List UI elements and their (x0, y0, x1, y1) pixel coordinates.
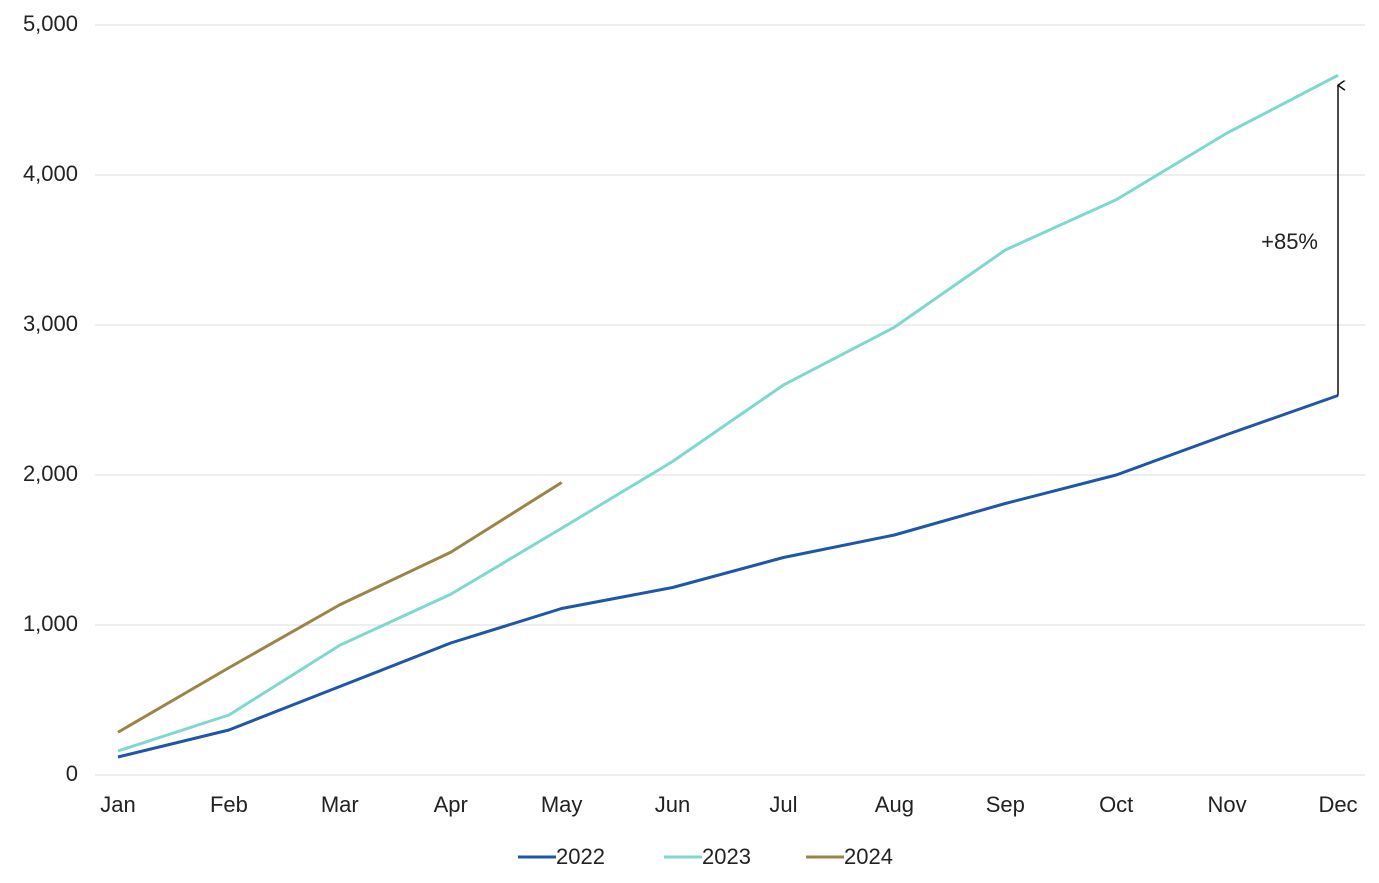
x-tick-label: Dec (1318, 792, 1357, 817)
line-series (117, 394, 1339, 759)
annotation: +85% (1261, 229, 1318, 254)
y-tick-label: 0 (66, 761, 78, 786)
legend-label: 2022 (556, 844, 605, 869)
y-tick-label: 5,000 (23, 11, 78, 36)
legend-label: 2023 (702, 844, 751, 869)
x-tick-label: Jun (655, 792, 690, 817)
line-series (117, 481, 563, 734)
x-tick-label: Jul (769, 792, 797, 817)
y-tick-label: 3,000 (23, 311, 78, 336)
line-series (117, 73, 1339, 753)
legend-label: 2024 (844, 844, 893, 869)
y-tick-label: 4,000 (23, 161, 78, 186)
x-tick-label: Oct (1099, 792, 1133, 817)
x-tick-label: Nov (1208, 792, 1247, 817)
x-tick-label: Sep (986, 792, 1025, 817)
x-tick-label: May (541, 792, 583, 817)
x-tick-label: Feb (210, 792, 248, 817)
x-tick-label: Apr (434, 792, 468, 817)
x-tick-label: Aug (875, 792, 914, 817)
x-tick-label: Mar (321, 792, 359, 817)
x-tick-label: Jan (100, 792, 135, 817)
y-tick-label: 2,000 (23, 461, 78, 486)
y-tick-label: 1,000 (23, 611, 78, 636)
